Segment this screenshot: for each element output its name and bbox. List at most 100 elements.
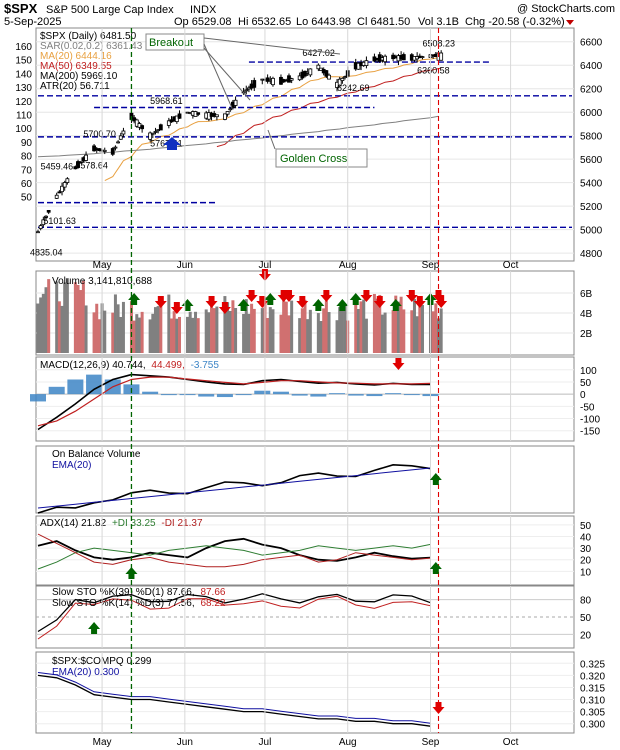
month-label: Jul [259,260,272,271]
volume-bar [271,309,275,353]
candle-body [324,70,329,77]
volume-tick-label: 2B [580,329,593,340]
price-tick-label: 6200 [580,85,603,96]
month-label: Sep [422,260,440,271]
candle-body [316,64,321,70]
candle-body [121,130,126,135]
volume-bar [41,293,45,353]
price-tick-label: 6000 [580,108,603,119]
macd-histogram-bar [403,394,420,396]
exchange: INDX [190,4,217,16]
sto-tick-label: 50 [580,613,592,624]
volume-bar [316,313,320,353]
adx-tick-label: 30 [580,544,592,555]
volume-bar [362,299,366,353]
candle-body [265,77,270,82]
volume-bar [247,313,251,353]
high: Hi 6532.65 [238,16,291,28]
candle-body [148,132,153,140]
macd-histogram-bar [142,391,159,395]
index-name: S&P 500 Large Cap Index [46,4,174,16]
down-arrow-icon [566,20,574,25]
sto-legend-2: Slow STO %K(14) %D(3) 77.56, 68.22 [52,598,226,609]
volume-bar [415,316,419,353]
macd-tick-label: -50 [580,402,595,413]
candle-body [401,54,406,61]
red-down-arrow-icon [205,296,218,308]
volume-bar [210,298,214,353]
date: 5-Sep-2025 [4,16,62,28]
left-tick-label: 130 [15,83,32,94]
breakout-pointer [203,37,341,55]
volume-bar [204,309,208,353]
price-label: 5968.61 [150,96,183,106]
red-down-arrow-icon [320,290,333,302]
candle-body [337,78,342,87]
macd-tick-label: -150 [580,427,600,438]
volume-bar [308,309,312,353]
candle-body [343,76,347,79]
candle-body [38,225,43,229]
macd-tick-label: 100 [580,366,597,377]
volume-bar [60,305,64,353]
breakout-box [145,33,205,51]
price-legend-item: MA(200) 5969.10 [40,71,118,82]
volume-bar [212,308,216,353]
candle-body [225,111,230,115]
price-tick-label: 4800 [580,249,603,260]
volume-bar [356,308,360,353]
macd-histogram-bar [235,394,252,396]
left-tick-label: 70 [21,165,33,176]
volume-bar [103,310,107,353]
candle-body [177,113,182,119]
volume-bar [383,312,387,353]
volume-bar [36,303,40,353]
volume-bar [287,315,291,353]
symbol: $SPX [4,1,38,16]
month-label: May [93,260,112,271]
month-label: Jun [177,260,193,271]
price-tick-label: 5800 [580,132,603,143]
volume-bar [391,310,395,353]
candle-body [340,77,345,81]
adx-tick-label: 40 [580,532,592,543]
volume-bar [81,280,85,353]
volume-readout: Vol 3.1B [418,16,459,28]
candle-body [247,87,251,90]
volume-bar [260,308,264,353]
macd-legend-main: MACD(12,26,9) 40.744, [40,360,146,371]
candle-body [166,120,171,126]
candle-body [271,77,275,86]
macd-histogram-bar [67,379,84,395]
left-tick-label: 150 [15,56,32,67]
month-label: Jul [259,737,272,748]
green-up-arrow-icon [125,567,138,579]
volume-bar [418,298,422,353]
volume-bar [186,316,190,353]
rel-tick-label: 0.325 [580,659,605,670]
volume-bar [172,311,176,353]
volume-bar [207,312,211,353]
volume-bar [290,300,294,353]
volume-bar [191,317,195,353]
candle-body [44,215,48,218]
adx-legend-adx: ADX(14) 21.82 [40,518,107,529]
left-tick-label: 100 [15,124,32,135]
red-down-arrow-icon [154,296,167,308]
red-down-arrow-icon [245,290,258,302]
volume-bar [113,294,117,353]
volume-bar [284,301,288,353]
volume-bar [73,282,77,353]
macd-histogram-bar [160,394,177,396]
adx-legend-mdi: -DI 21.37 [161,518,203,529]
breakout-annotation: Breakout [145,33,341,109]
breakout-pointer [203,43,233,109]
macd-histogram-bar [347,394,364,396]
macd-tick-label: 50 [580,378,592,389]
adx-line [37,537,431,562]
price-label: 5459.46 [41,162,74,172]
volume-bar [354,298,358,353]
candle-body [196,112,201,115]
rel-tick-label: 0.310 [580,696,605,707]
